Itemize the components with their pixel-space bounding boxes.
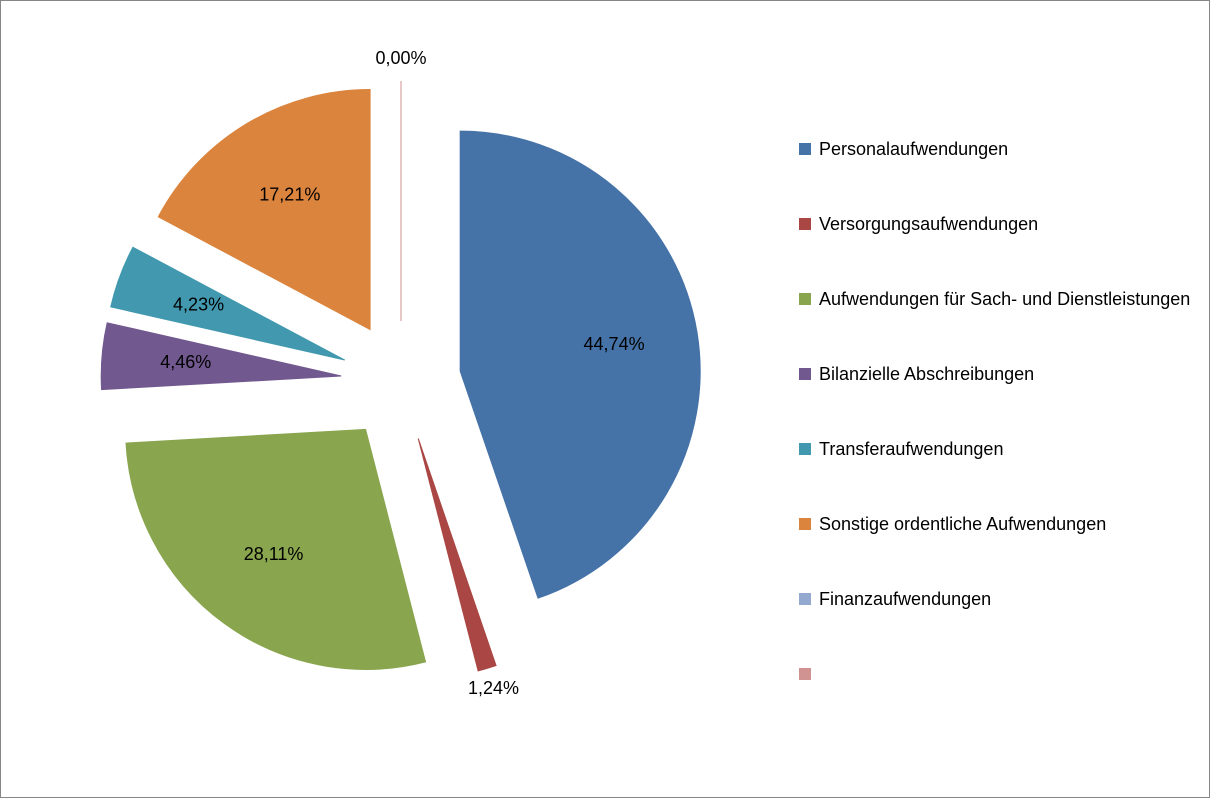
legend-swatch bbox=[799, 593, 811, 605]
legend-swatch bbox=[799, 143, 811, 155]
data-label: 17,21% bbox=[259, 185, 320, 205]
legend-swatch bbox=[799, 368, 811, 380]
pie-slice bbox=[459, 130, 701, 599]
legend-item: Versorgungsaufwendungen bbox=[799, 212, 1199, 287]
legend-item: Transferaufwendungen bbox=[799, 437, 1199, 512]
pie-area: 44,74% 1,24% 28,11% 4,46% 4,23% 17,21% 0,00% bbox=[100, 48, 701, 698]
legend-item: Bilanzielle Abschreibungen bbox=[799, 362, 1199, 437]
legend-label: Transferaufwendungen bbox=[819, 439, 1004, 459]
pie-slice bbox=[125, 428, 427, 670]
legend-label: Bilanzielle Abschreibungen bbox=[819, 364, 1035, 384]
pie-slice bbox=[417, 438, 497, 672]
legend: Personalaufwendungen Versorgungsaufwendun… bbox=[799, 137, 1199, 737]
legend-swatch bbox=[799, 218, 811, 230]
data-label: 4,46% bbox=[160, 352, 211, 372]
legend-label: Personalaufwendungen bbox=[819, 139, 1009, 159]
pie-slice bbox=[157, 89, 371, 331]
data-label: 0,00% bbox=[375, 48, 426, 68]
legend-swatch bbox=[799, 668, 811, 680]
pie-slice bbox=[110, 246, 346, 361]
legend-item: Personalaufwendungen bbox=[799, 137, 1199, 212]
data-label: 1,24% bbox=[468, 678, 519, 698]
data-label: 28,11% bbox=[244, 544, 304, 564]
data-label: 4,23% bbox=[173, 294, 224, 314]
pie-slice bbox=[100, 322, 342, 391]
data-label: 44,74% bbox=[584, 334, 645, 354]
legend-item bbox=[799, 662, 1199, 737]
legend-swatch bbox=[799, 443, 811, 455]
legend-label: Finanzaufwendungen bbox=[819, 589, 992, 609]
legend-swatch bbox=[799, 518, 811, 530]
legend-item: Aufwendungen für Sach- und Dienstleistun… bbox=[799, 287, 1199, 362]
legend-item: Sonstige ordentliche Aufwendungen bbox=[799, 512, 1199, 587]
legend-swatch bbox=[799, 293, 811, 305]
legend-label: Sonstige ordentliche Aufwendungen bbox=[819, 514, 1107, 534]
legend-label: Aufwendungen für Sach- und Dienstleistun… bbox=[819, 289, 1191, 309]
legend-label: Versorgungsaufwendungen bbox=[819, 214, 1039, 234]
legend-item: Finanzaufwendungen bbox=[799, 587, 1199, 662]
